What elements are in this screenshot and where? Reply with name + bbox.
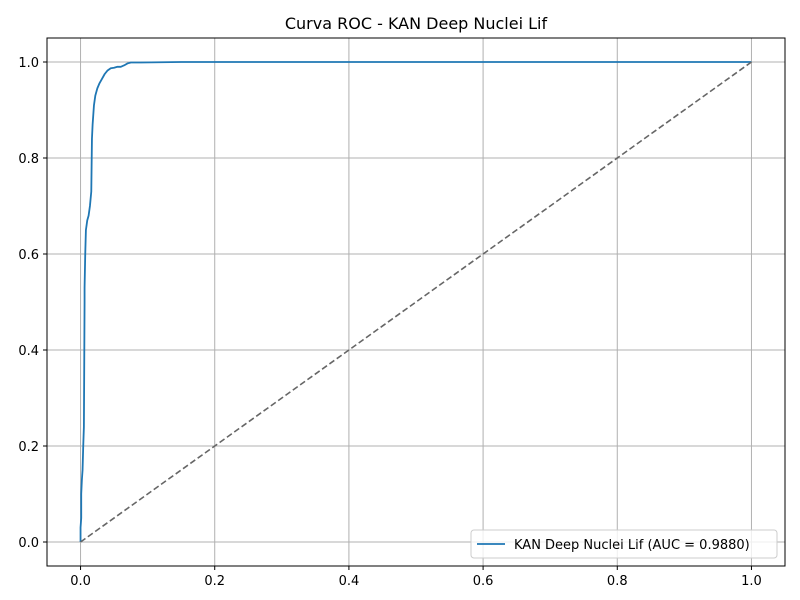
y-tick-label-4: 0.8 <box>18 152 39 167</box>
y-tick-label-2: 0.4 <box>18 344 39 359</box>
y-tick-label-1: 0.2 <box>18 440 39 455</box>
x-tick-label-0: 0.0 <box>70 574 91 589</box>
series-group <box>79 61 752 543</box>
y-tick-label-3: 0.6 <box>18 248 39 263</box>
chart-title: Curva ROC - KAN Deep Nuclei Lif <box>285 14 548 33</box>
roc-curve-line <box>79 61 752 542</box>
x-tick-label-5: 1.0 <box>741 574 762 589</box>
legend-box <box>470 529 778 559</box>
y-tick-label-5: 1.0 <box>18 56 39 71</box>
ticks: 0.0 0.2 0.4 0.6 0.8 1.0 0.0 0.2 0.4 0.6 0.8 1.0 <box>18 56 761 589</box>
x-tick-label-1: 0.2 <box>204 574 225 589</box>
x-tick-label-2: 0.4 <box>339 574 360 589</box>
y-tick-label-0: 0.0 <box>18 536 39 551</box>
x-tick-label-4: 0.8 <box>607 574 628 589</box>
legend-label-0: KAN Deep Nuclei Lif (AUC = 0.9880) <box>514 538 750 553</box>
legend: KAN Deep Nuclei Lif (AUC = 0.9880) <box>470 529 778 559</box>
x-tick-label-3: 0.6 <box>473 574 494 589</box>
plot-frame <box>46 37 786 567</box>
diagonal-reference-line <box>80 61 752 543</box>
